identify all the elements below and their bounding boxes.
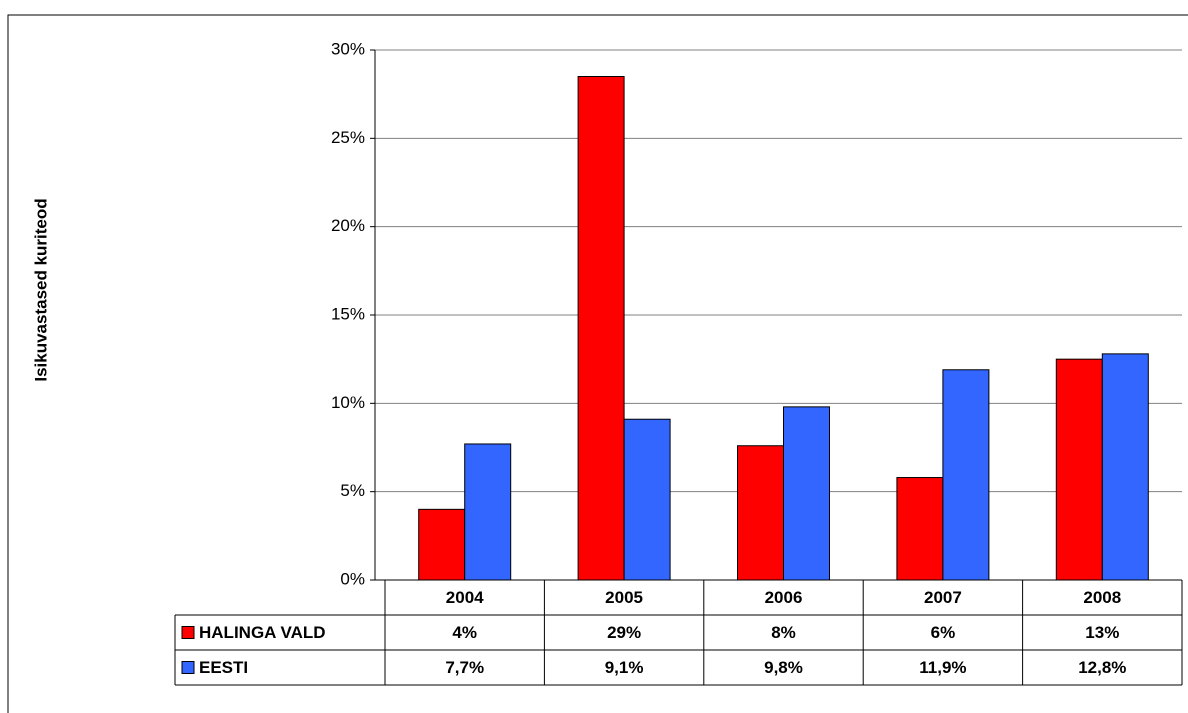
x-tick-label: 2008 — [1083, 588, 1121, 607]
table-value: 4% — [452, 623, 477, 642]
table-value: 7,7% — [445, 658, 484, 677]
legend-label: HALINGA VALD — [199, 623, 326, 642]
y-tick-label: 20% — [331, 216, 365, 235]
table-value: 6% — [931, 623, 956, 642]
table-value: 8% — [771, 623, 796, 642]
table-value: 29% — [607, 623, 641, 642]
y-tick-label: 0% — [340, 569, 365, 588]
bar — [464, 443, 512, 581]
legend-swatch — [181, 626, 195, 639]
y-tick-label: 15% — [331, 304, 365, 323]
bar — [1101, 353, 1149, 581]
table-value: 9,8% — [764, 658, 803, 677]
y-axis-label: Isikuvastased kuriteod — [31, 198, 50, 381]
bar — [896, 477, 944, 581]
table-value: 13% — [1085, 623, 1119, 642]
bar — [577, 76, 625, 581]
legend-label: EESTI — [199, 658, 248, 677]
bar — [623, 418, 671, 581]
table-value: 9,1% — [605, 658, 644, 677]
y-tick-label: 25% — [331, 128, 365, 147]
y-tick-label: 30% — [331, 39, 365, 58]
legend-swatch — [181, 661, 195, 674]
bar — [418, 508, 466, 581]
bar — [942, 369, 990, 581]
x-tick-label: 2004 — [446, 588, 484, 607]
x-tick-label: 2006 — [765, 588, 803, 607]
y-tick-label: 10% — [331, 393, 365, 412]
bar — [1055, 358, 1103, 581]
y-tick-label: 5% — [340, 481, 365, 500]
x-tick-label: 2007 — [924, 588, 962, 607]
x-tick-label: 2005 — [605, 588, 643, 607]
table-value: 11,9% — [919, 658, 966, 677]
table-value: 12,8% — [1078, 658, 1126, 677]
bar — [737, 445, 784, 581]
chart-border — [7, 14, 1188, 713]
bar — [783, 406, 830, 581]
